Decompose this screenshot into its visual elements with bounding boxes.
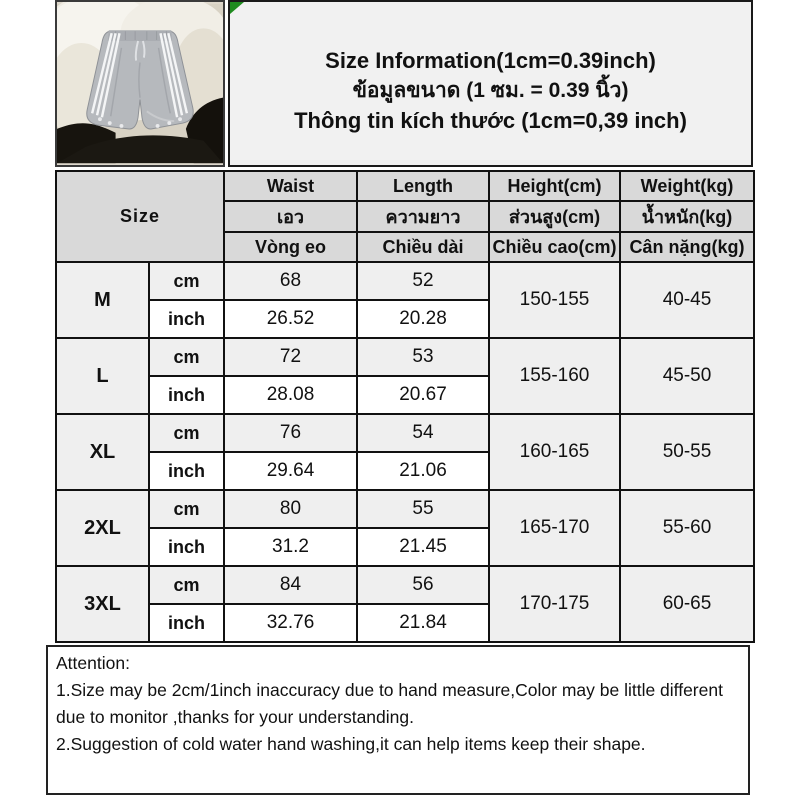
waist-cm-value: 72 bbox=[223, 337, 358, 377]
length-inch-value: 21.06 bbox=[356, 451, 490, 491]
unit-label-cm: cm bbox=[148, 413, 225, 453]
unit-label-cm: cm bbox=[148, 565, 225, 605]
weight-range-value: 60-65 bbox=[619, 565, 755, 643]
table-row-2xl-inch: inch 31.2 21.45 bbox=[56, 527, 754, 567]
table-row-3xl-cm: 3XL cm 84 56 170-175 60-65 bbox=[55, 565, 755, 643]
size-label-l: L bbox=[55, 337, 150, 415]
weight-range-value: 55-60 bbox=[619, 489, 755, 567]
length-cm-value: 55 bbox=[356, 489, 490, 529]
length-inch-value: 21.84 bbox=[356, 603, 490, 643]
table-row-xl-cm: XL cm 76 54 160-165 50-55 bbox=[55, 413, 755, 491]
height-range-value: 150-155 bbox=[488, 261, 621, 339]
waist-cm-value: 76 bbox=[223, 413, 358, 453]
title-block: Size Information(1cm=0.39inch) ข้อมูลขนา… bbox=[228, 0, 753, 167]
height-range-value: 160-165 bbox=[488, 413, 621, 491]
waist-cm-value: 68 bbox=[223, 261, 358, 301]
attention-note-1: 1.Size may be 2cm/1inch inaccuracy due t… bbox=[56, 680, 723, 727]
table-row-l-inch: inch 28.08 20.67 bbox=[56, 375, 754, 415]
height-range-value: 170-175 bbox=[488, 565, 621, 643]
height-range-value: 165-170 bbox=[488, 489, 621, 567]
size-label-m: M bbox=[55, 261, 150, 339]
col-header-length-en: Length bbox=[356, 170, 490, 202]
waist-inch-value: 29.64 bbox=[223, 451, 358, 491]
weight-range-value: 50-55 bbox=[619, 413, 755, 491]
col-header-waist-vi: Vòng eo bbox=[223, 231, 358, 263]
table-row-xl-inch: inch 29.64 21.06 bbox=[56, 451, 754, 491]
attention-note-2: 2.Suggestion of cold water hand washing,… bbox=[56, 734, 646, 754]
col-header-weight-en: Weight(kg) bbox=[619, 170, 755, 202]
waist-cm-value: 84 bbox=[223, 565, 358, 605]
unit-label-inch: inch bbox=[148, 527, 225, 567]
waist-inch-value: 32.76 bbox=[223, 603, 358, 643]
green-corner-marker-icon bbox=[230, 2, 244, 14]
attention-box: Attention: 1.Size may be 2cm/1inch inacc… bbox=[46, 645, 750, 795]
unit-label-inch: inch bbox=[148, 603, 225, 643]
unit-label-cm: cm bbox=[148, 261, 225, 301]
waist-inch-value: 28.08 bbox=[223, 375, 358, 415]
attention-heading: Attention: bbox=[56, 653, 130, 673]
header-row-th: เอว ความยาว ส่วนสูง(cm) น้ำหนัก(kg) bbox=[56, 200, 755, 233]
size-label-xl: XL bbox=[55, 413, 150, 491]
col-header-height-en: Height(cm) bbox=[488, 170, 621, 202]
table-row-3xl-inch: inch 32.76 21.84 bbox=[56, 603, 754, 643]
unit-label-inch: inch bbox=[148, 375, 225, 415]
table-row-m-inch: inch 26.52 20.28 bbox=[56, 299, 754, 339]
height-range-value: 155-160 bbox=[488, 337, 621, 415]
col-header-length-vi: Chiều dài bbox=[356, 231, 490, 263]
col-header-height-vi: Chiều cao(cm) bbox=[488, 231, 621, 263]
unit-label-inch: inch bbox=[148, 451, 225, 491]
shorts-photo-illustration bbox=[57, 2, 223, 164]
title-vietnamese: Thông tin kích thước (1cm=0,39 inch) bbox=[294, 107, 687, 133]
title-thai: ข้อมูลขนาด (1 ซม. = 0.39 นิ้ว) bbox=[352, 78, 629, 102]
unit-label-cm: cm bbox=[148, 337, 225, 377]
col-header-height-th: ส่วนสูง(cm) bbox=[488, 200, 621, 233]
table-row-2xl-cm: 2XL cm 80 55 165-170 55-60 bbox=[55, 489, 755, 567]
col-header-weight-vi: Cân nặng(kg) bbox=[619, 231, 755, 263]
unit-label-inch: inch bbox=[148, 299, 225, 339]
waist-inch-value: 26.52 bbox=[223, 299, 358, 339]
col-header-waist-en: Waist bbox=[223, 170, 358, 202]
length-cm-value: 53 bbox=[356, 337, 490, 377]
product-photo bbox=[55, 0, 225, 167]
waist-cm-value: 80 bbox=[223, 489, 358, 529]
length-inch-value: 20.28 bbox=[356, 299, 490, 339]
col-header-waist-th: เอว bbox=[223, 200, 358, 233]
size-table: Size Waist Length Height(cm) Weight(kg) … bbox=[55, 170, 755, 643]
size-label-2xl: 2XL bbox=[55, 489, 150, 567]
table-row-l-cm: L cm 72 53 155-160 45-50 bbox=[55, 337, 755, 415]
weight-range-value: 40-45 bbox=[619, 261, 755, 339]
col-header-length-th: ความยาว bbox=[356, 200, 490, 233]
length-cm-value: 56 bbox=[356, 565, 490, 605]
top-section: Size Information(1cm=0.39inch) ข้อมูลขนา… bbox=[55, 0, 753, 167]
header-row-en: Size Waist Length Height(cm) Weight(kg) bbox=[55, 170, 755, 263]
size-column-header: Size bbox=[55, 170, 225, 263]
title-english: Size Information(1cm=0.39inch) bbox=[325, 47, 656, 73]
length-inch-value: 20.67 bbox=[356, 375, 490, 415]
weight-range-value: 45-50 bbox=[619, 337, 755, 415]
waist-inch-value: 31.2 bbox=[223, 527, 358, 567]
size-label-3xl: 3XL bbox=[55, 565, 150, 643]
length-cm-value: 52 bbox=[356, 261, 490, 301]
length-cm-value: 54 bbox=[356, 413, 490, 453]
length-inch-value: 21.45 bbox=[356, 527, 490, 567]
unit-label-cm: cm bbox=[148, 489, 225, 529]
col-header-weight-th: น้ำหนัก(kg) bbox=[619, 200, 755, 233]
table-row-m-cm: M cm 68 52 150-155 40-45 bbox=[55, 261, 755, 339]
header-row-vi: Vòng eo Chiều dài Chiều cao(cm) Cân nặng… bbox=[56, 231, 755, 263]
